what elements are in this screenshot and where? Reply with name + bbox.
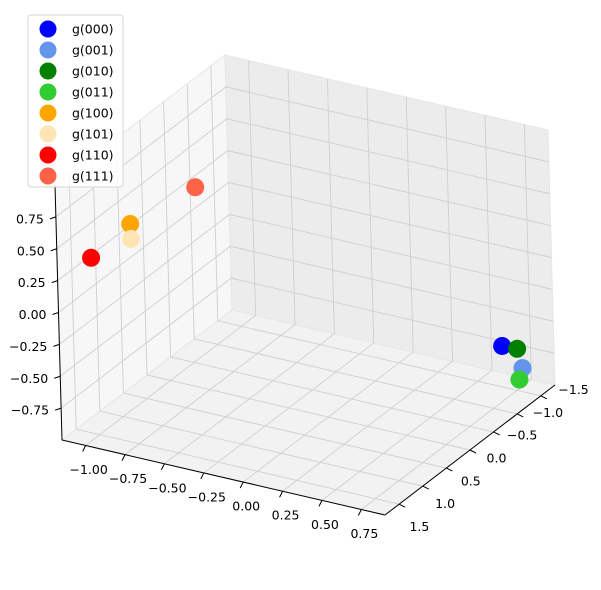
- legend-marker: [39, 167, 57, 185]
- grid-line: [225, 86, 549, 163]
- x-tick-label: −1.00: [69, 462, 107, 477]
- grid-line: [226, 118, 550, 195]
- x-tick: [318, 500, 323, 507]
- grid-line: [146, 374, 471, 451]
- y-tick-label: −1.5: [558, 382, 588, 397]
- z-tick: [49, 216, 57, 220]
- y-tick: [398, 503, 406, 508]
- x-tick: [121, 454, 126, 461]
- grid-line: [230, 245, 554, 322]
- z-tick-label: −0.75: [11, 403, 49, 418]
- grid-line: [170, 356, 494, 433]
- y-tick: [516, 413, 524, 418]
- z-tick-label: 0.75: [16, 211, 44, 226]
- x-tick: [200, 472, 205, 480]
- grid-line: [55, 86, 227, 218]
- z-tick: [53, 343, 60, 347]
- point: [82, 248, 101, 267]
- y-tick: [540, 395, 548, 400]
- x-axis: [61, 439, 386, 516]
- grid-line: [229, 213, 553, 290]
- x-tick: [357, 509, 362, 516]
- legend-marker: [39, 146, 57, 164]
- x-tick: [82, 445, 87, 452]
- x-tick-label: 0.25: [272, 508, 300, 523]
- legend-marker: [39, 83, 57, 101]
- y-tick: [469, 449, 477, 454]
- x-tick: [279, 490, 284, 498]
- y-tick-label: 1.5: [409, 519, 429, 534]
- grid-line: [59, 245, 231, 377]
- z-tick: [52, 312, 59, 315]
- legend-label: g(100): [72, 106, 114, 121]
- y-tick-label: 0.5: [461, 473, 481, 488]
- z-tick-label: −0.50: [10, 371, 48, 386]
- y-tick: [493, 431, 500, 436]
- z-tick: [50, 248, 57, 252]
- grid-line: [123, 392, 447, 469]
- grid-line: [228, 182, 552, 258]
- x-tick: [160, 463, 165, 471]
- z-tick-label: 0.25: [18, 275, 46, 290]
- legend-label: g(111): [72, 169, 114, 184]
- legend-box: [27, 14, 124, 188]
- point: [508, 339, 527, 358]
- legend-marker: [39, 62, 57, 80]
- legend-marker: [39, 41, 57, 59]
- z-tick: [54, 407, 62, 411]
- z-tick: [54, 375, 61, 379]
- legend-label: g(010): [72, 64, 114, 79]
- grid-line: [217, 320, 541, 397]
- z-axis: [54, 184, 63, 441]
- grid-line: [194, 338, 518, 415]
- y-tick-label: −0.5: [507, 428, 537, 443]
- y-axis: [384, 384, 556, 516]
- point: [493, 336, 512, 355]
- legend-label: g(011): [72, 85, 114, 100]
- grid-line: [76, 428, 400, 505]
- legend-label: g(110): [72, 148, 114, 163]
- y-tick-label: −1.0: [533, 405, 563, 420]
- legend-marker: [39, 104, 57, 122]
- legend-label: g(101): [72, 127, 114, 142]
- x-tick: [239, 481, 244, 489]
- x-tick-label: 0.50: [311, 517, 339, 532]
- grid-line: [58, 182, 229, 313]
- point: [122, 229, 141, 248]
- legend-marker: [39, 20, 57, 38]
- x-tick-label: −0.50: [148, 480, 186, 495]
- point: [121, 214, 140, 233]
- legend-label: g(001): [72, 43, 114, 58]
- z-tick-label: 0.50: [17, 243, 45, 258]
- legend: g(000) g(001) g(010) g(011) g(100) g(101) g(11…: [27, 14, 124, 188]
- y-tick: [446, 467, 453, 472]
- x-tick-label: 0.75: [350, 526, 378, 541]
- y-tick-label: 1.0: [435, 496, 455, 511]
- legend-label: g(000): [72, 22, 114, 37]
- z-tick-label: 0.00: [19, 307, 47, 322]
- legend-marker: [39, 125, 57, 143]
- grid-line: [59, 214, 230, 345]
- x-tick-label: −0.75: [109, 471, 147, 486]
- point: [510, 370, 529, 389]
- z-tick-label: −0.25: [9, 339, 47, 354]
- grid-line: [227, 150, 551, 227]
- grid-line: [60, 277, 232, 409]
- x-tick-label: 0.00: [232, 499, 260, 514]
- grid-line: [56, 118, 228, 250]
- z-tick: [51, 280, 58, 284]
- grid-line: [99, 410, 423, 487]
- y-tick-label: 0.0: [487, 451, 507, 466]
- x-tick-label: −0.25: [188, 489, 226, 504]
- point: [186, 178, 205, 197]
- y-tick: [422, 485, 430, 490]
